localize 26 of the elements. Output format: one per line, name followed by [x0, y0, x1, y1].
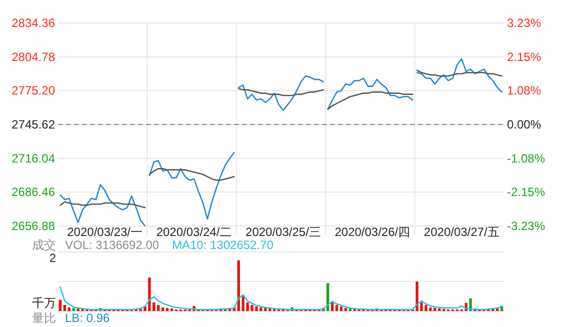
y-tick-label: 2834.36 — [12, 16, 56, 30]
y-tick-label: 2804.78 — [12, 50, 56, 64]
y2-tick-label: -2.15% — [507, 185, 546, 200]
chart-title: 成交 — [32, 238, 56, 252]
y2-tick-label: 1.08% — [507, 84, 542, 98]
text: VOL: 3136692.00 — [65, 238, 160, 252]
y-tick-label: 2716.04 — [12, 151, 56, 166]
text: 量比 — [32, 311, 56, 325]
text: 2 — [49, 251, 56, 265]
x-tick-label: 2020/03/27/五 — [424, 225, 500, 239]
y-tick-label: 2656.88 — [12, 219, 56, 233]
y-tick-label: 2775.20 — [12, 84, 56, 98]
x-tick-label: 2020/03/24/二 — [156, 225, 232, 239]
y2-tick-label: -1.08% — [507, 151, 546, 166]
y2-tick-label: 0.00% — [507, 118, 542, 132]
y-tick-label: 2686.46 — [12, 185, 56, 200]
y2-tick-label: 3.23% — [507, 16, 542, 30]
y2-tick-label: -3.23% — [507, 219, 546, 233]
text: 千万 — [32, 296, 56, 310]
x-tick-label: 2020/03/26/四 — [334, 225, 410, 239]
x-tick-label: 2020/03/23/一 — [67, 225, 143, 239]
annotation: LB: 0.96 — [65, 311, 110, 325]
y-tick-label: 2745.62 — [12, 118, 56, 132]
x-tick-label: 2020/03/25/三 — [246, 225, 321, 239]
y2-tick-label: 2.15% — [507, 50, 542, 64]
text: MA10: 1302652.70 — [172, 238, 274, 252]
